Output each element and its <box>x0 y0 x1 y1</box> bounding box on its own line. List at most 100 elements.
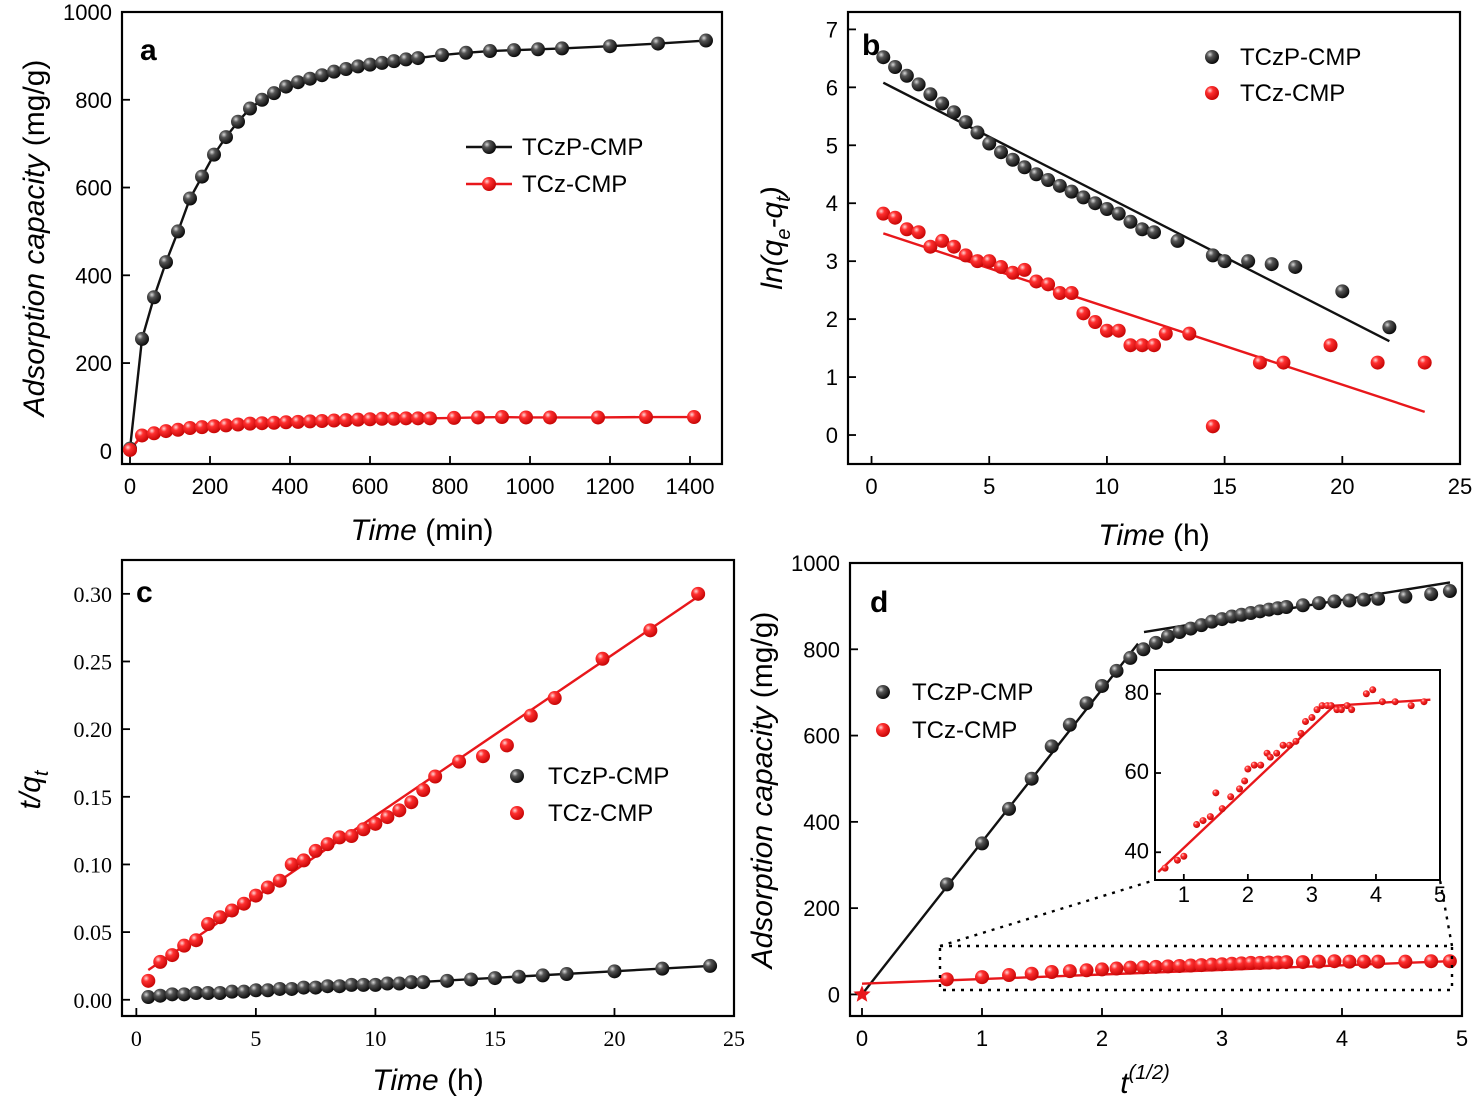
panel-d-ylabel-unit: (mg/g) <box>746 612 779 699</box>
panel-c-letter: c <box>136 576 153 609</box>
panel-a-ylabel: Adsorption capacity (mg/g) <box>18 60 51 419</box>
panel-d-tcz-cmp-point <box>1204 957 1219 972</box>
panel-a-ytick-label: 800 <box>75 88 112 113</box>
panel-a-tczp-cmp-point <box>135 331 149 346</box>
panel-b-fits <box>882 81 1426 413</box>
panel-b-tczp-cmp-point <box>899 68 914 83</box>
panel-b-tczp-cmp-point <box>1029 167 1044 182</box>
panel-c-tczp-cmp-point <box>296 980 311 995</box>
inset-tcz-cmp-point <box>1218 805 1226 813</box>
panel-b-tcz-cmp-point <box>1029 274 1044 289</box>
panel-a-tczp-cmp-point <box>279 79 293 94</box>
legend-a-tczp-marker <box>482 140 496 154</box>
inset-ytick-label: 40 <box>1125 838 1149 863</box>
panel-a-tcz-cmp-point <box>135 428 149 443</box>
panel-b-tcz-cmp-point <box>1158 326 1173 341</box>
panel-b-tczp-cmp-point <box>1005 152 1020 167</box>
inset-tcz-cmp-point <box>1279 741 1287 749</box>
panel-c-tczp-cmp-point <box>224 984 239 999</box>
panel-a-ytick-label: 600 <box>75 176 112 201</box>
panel-a-letter: a <box>140 34 157 67</box>
panel-a-tczp-cmp-point <box>363 57 377 72</box>
panel-a-ylabel-text: Adsorption capacity <box>18 153 51 419</box>
panel-b-tcz-cmp-point <box>1123 338 1138 353</box>
panel-c-tcz-cmp-point <box>296 853 311 868</box>
panel-b-tcz-cmp-point <box>888 210 903 225</box>
panel-c-tczp-cmp-point <box>165 987 180 1002</box>
panel-a-tcz-cmp-point <box>303 414 317 429</box>
panel-d-tczp-cmp-point <box>1172 625 1187 640</box>
panel-a-tczp-cmp-point <box>603 39 617 54</box>
legend-b-tczp-marker <box>1205 50 1219 64</box>
panel-a-xtick-label: 1400 <box>666 474 715 499</box>
panel-a-tczp-cmp-point <box>339 62 353 77</box>
panel-d-tcz-cmp-point <box>1356 954 1371 969</box>
panel-a-tczp-cmp-point <box>483 44 497 59</box>
panel-a-tczp-cmp-point <box>183 191 197 206</box>
panel-b-tcz-cmp-point <box>935 233 950 248</box>
panel-c-tczp-cmp-point <box>260 983 275 998</box>
panel-b-xlabel: Time (h) <box>1098 519 1209 552</box>
zoom-region-box <box>938 944 1454 992</box>
inset-tcz-cmp-point <box>1337 706 1345 714</box>
panel-b-tcz-cmp-point <box>1088 315 1103 330</box>
panel-a-xtick-label: 800 <box>432 474 469 499</box>
panel-b-tczp-cmp-point <box>1041 173 1056 188</box>
inset-tcz-cmp-point <box>1206 813 1214 821</box>
panel-c-tcz-cmp-point <box>153 954 168 969</box>
panel-d-tcz-cmp-point <box>1148 959 1163 974</box>
panel-d-xtick-label: 2 <box>1096 1026 1108 1051</box>
panel-a-xlabel: Time (min) <box>350 514 493 547</box>
panel-c-frame <box>120 558 736 1018</box>
inset-tcz-cmp-point <box>1297 729 1305 737</box>
panel-d-ylabel: Adsorption capacity (mg/g) <box>746 612 779 971</box>
panel-b-xtick-label: 10 <box>1095 474 1119 499</box>
panel-c-tcz-cmp-point <box>344 829 359 844</box>
panel-c-tczp-cmp-point <box>416 975 431 990</box>
panel-d-tczp-cmp-point <box>1327 594 1342 609</box>
legend-d-tcz-label: TCz-CMP <box>912 717 1017 744</box>
panel-b-ytick-label: 1 <box>826 365 838 390</box>
panel-c-tczp-cmp-point <box>655 961 670 976</box>
panel-c-tcz-cmp-point <box>165 948 180 963</box>
inset-tcz-cmp-point <box>1241 777 1249 785</box>
panel-a-xlabel-text: Time <box>350 514 416 547</box>
panel-a-tcz-cmp-point <box>291 414 305 429</box>
inset-ytick-label: 80 <box>1125 680 1149 705</box>
panel-d-xlabel-text: t <box>1120 1067 1130 1100</box>
panel-d-tcz-cmp-point <box>1311 954 1326 969</box>
panel-d-tcz-cmp-point <box>1172 958 1187 973</box>
panel-b-tczp-cmp-point <box>1147 225 1161 240</box>
panel-c-tcz-cmp-point <box>404 795 419 810</box>
panel-b-tczp-cmp-point <box>1217 254 1232 269</box>
panel-a-tczp-cmp-point <box>195 169 209 184</box>
panel-d-tcz-cmp-point <box>939 972 954 987</box>
panel-c-tcz-cmp-point <box>284 857 299 872</box>
panel-a-tcz-cmp-point <box>423 411 437 426</box>
panel-d-tczp-cmp-point <box>1398 589 1413 604</box>
panel-b-xtick-label: 25 <box>1448 474 1472 499</box>
panel-d-tcz-cmp-point <box>1424 954 1439 969</box>
panel-c-ytick-label: 0.10 <box>74 852 113 877</box>
inset-tcz-cmp-point <box>1313 706 1321 714</box>
panel-b-xlabel-unit: (h) <box>1173 519 1210 552</box>
panel-d-ytick-label: 800 <box>803 637 840 662</box>
inset-tcz-cmp-point <box>1250 761 1258 769</box>
panel-c-tczp-cmp-point <box>332 979 347 994</box>
panel-b-ytick-label: 3 <box>826 249 838 274</box>
panel-c-legend: TCzP-CMP TCz-CMP <box>510 763 669 827</box>
panel-d-xtick-label: 1 <box>976 1026 988 1051</box>
panel-d-tcz-cmp-point <box>1079 963 1094 978</box>
panel-b-tczp-cmp-point <box>911 77 926 92</box>
panel-c-xtick-label: 5 <box>250 1026 261 1051</box>
inset-xtick-label: 1 <box>1178 882 1190 907</box>
panel-a-tcz-cmp-point <box>195 420 209 435</box>
panel-a-tcz-cmp-point <box>687 410 701 425</box>
legend-c-tczp-label: TCzP-CMP <box>548 763 669 790</box>
panel-a-tczp-cmp-point <box>243 101 257 116</box>
inset-points <box>1161 686 1428 872</box>
panel-a-tczp-cmp-point <box>459 45 473 60</box>
panel-d-tcz-cmp-point <box>1371 954 1386 969</box>
panel-b-tczp-cmp-point <box>876 50 891 65</box>
panel-c-tczp-cmp-point <box>535 968 550 983</box>
